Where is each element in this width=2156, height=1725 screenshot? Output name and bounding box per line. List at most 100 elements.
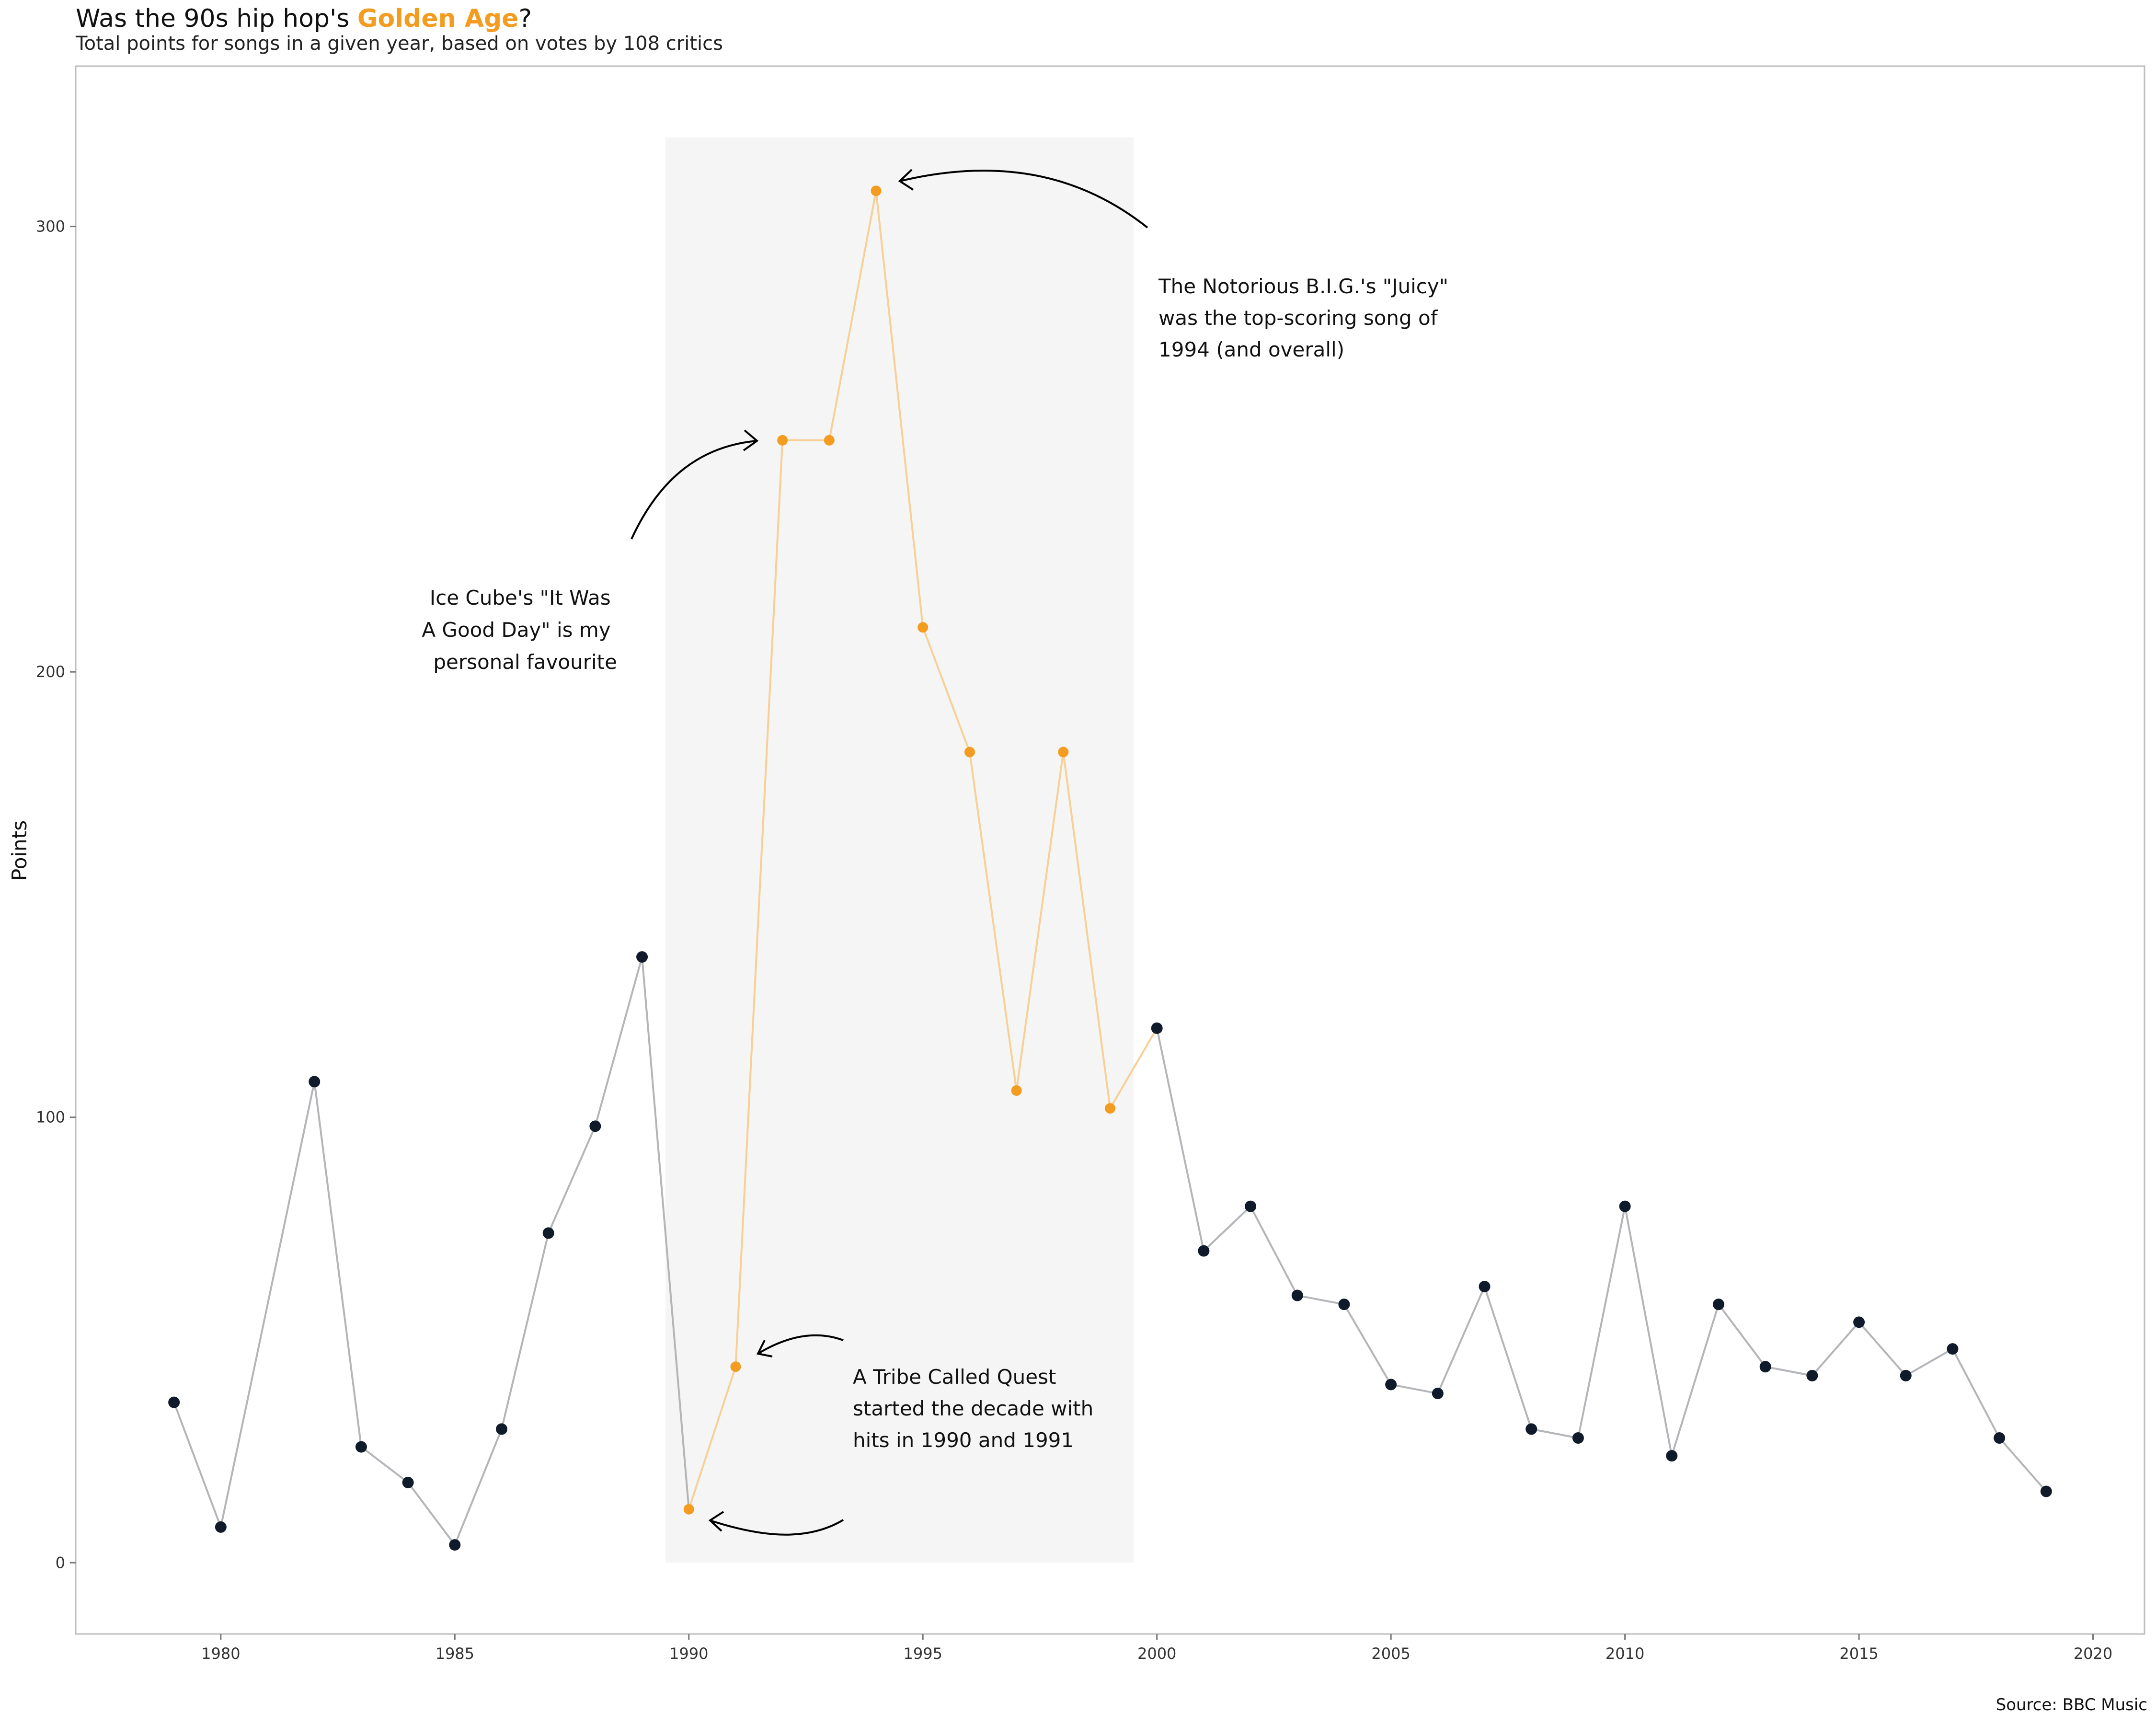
line-segment: [1904, 1348, 1954, 1377]
annotation-juicy-line: The Notorious B.I.G.'s "Juicy": [1158, 275, 1448, 298]
x-tick-label: 1995: [904, 1644, 942, 1663]
arrow-icecube: [631, 440, 757, 540]
x-tick-label: 2010: [1606, 1644, 1644, 1663]
line-segment: [1530, 1428, 1579, 1439]
line-segment: [828, 190, 877, 441]
annotation-tribe-line: A Tribe Called Quest: [853, 1365, 1056, 1389]
line-segment: [875, 190, 924, 629]
golden-age-point: [683, 1504, 694, 1515]
golden-age-point: [871, 185, 882, 196]
panel-border: [75, 65, 2145, 1635]
data-point: [1151, 1022, 1163, 1034]
x-tick-label: 2020: [2074, 1644, 2112, 1663]
x-tick-label: 1985: [436, 1644, 474, 1663]
y-tick-label: 0: [56, 1553, 65, 1572]
title-prefix: Was the 90s hip hop's: [76, 4, 357, 33]
line-segment: [968, 751, 1018, 1092]
line-segment: [594, 956, 643, 1127]
line-segment: [1998, 1437, 2047, 1493]
line-segment: [1624, 1205, 1673, 1457]
annotation-juicy: The Notorious B.I.G.'s "Juicy" was the t…: [1158, 275, 1455, 361]
arrow-juicy: [899, 170, 1148, 229]
golden-age-shade: [665, 137, 1134, 1563]
data-point: [402, 1476, 414, 1488]
chart-subtitle: Total points for songs in a given year, …: [76, 33, 723, 55]
x-tick-label: 2015: [1839, 1644, 1878, 1663]
data-point: [2040, 1485, 2052, 1497]
line-segment: [1951, 1348, 2001, 1439]
annotation-icecube-line: Ice Cube's "It Was: [430, 586, 611, 610]
data-point: [215, 1521, 227, 1533]
series-points: [168, 185, 2052, 1551]
line-segment: [734, 439, 784, 1368]
data-point: [542, 1227, 554, 1239]
series-lines: [173, 190, 2047, 1546]
line-segment: [501, 1232, 550, 1430]
line-segment: [1296, 1294, 1345, 1306]
annotation-tribe-line: hits in 1990 and 1991: [853, 1428, 1074, 1452]
data-point: [1432, 1388, 1444, 1400]
arrow-tribe-1990-head: [708, 1511, 724, 1532]
golden-age-point: [730, 1361, 741, 1372]
line-segment: [1390, 1383, 1439, 1395]
x-tick-label: 2005: [1371, 1644, 1410, 1663]
line-segment: [454, 1428, 503, 1546]
golden-age-point: [917, 622, 929, 633]
data-point: [309, 1076, 321, 1088]
line-segment: [360, 1446, 409, 1484]
data-point: [1572, 1432, 1584, 1444]
x-tick-label: 1990: [669, 1644, 708, 1663]
line-segment: [1483, 1285, 1533, 1430]
data-point: [1666, 1450, 1678, 1462]
golden-age-point: [1058, 747, 1069, 758]
title-highlight: Golden Age: [357, 4, 519, 33]
line-segment: [219, 1081, 316, 1528]
annotation-tribe: A Tribe Called Quest started the decade …: [853, 1365, 1100, 1452]
y-tick-label: 200: [36, 663, 65, 681]
annotation-tribe-line: started the decade with: [853, 1397, 1093, 1420]
data-point: [1245, 1200, 1257, 1212]
arrow-icecube-head: [743, 429, 759, 451]
data-point: [1853, 1316, 1865, 1328]
annotation-icecube-line: personal favourite: [433, 650, 617, 674]
annotation-arrows: [631, 169, 1148, 1536]
line-segment: [1436, 1285, 1486, 1395]
annotation-icecube-line: A Good Day" is my: [422, 618, 610, 642]
golden-age-point: [824, 435, 835, 446]
data-point: [496, 1423, 507, 1435]
line-segment: [1577, 1205, 1626, 1439]
data-point: [1338, 1299, 1350, 1311]
data-point: [355, 1441, 367, 1453]
chart-title: Was the 90s hip hop's Golden Age?: [76, 4, 532, 34]
data-point: [449, 1539, 461, 1551]
line-segment: [1062, 751, 1111, 1110]
arrow-tribe-1991-head: [757, 1340, 773, 1357]
line-segment: [407, 1481, 456, 1546]
line-segment: [641, 956, 690, 1510]
data-point: [636, 951, 648, 963]
data-point: [1479, 1280, 1491, 1292]
line-segment: [1764, 1366, 1813, 1377]
annotation-icecube: Ice Cube's "It Was A Good Day" is my per…: [422, 586, 617, 674]
golden-age-point: [1011, 1085, 1022, 1096]
data-point: [1759, 1361, 1771, 1373]
data-point: [1385, 1379, 1397, 1391]
y-tick-label: 300: [36, 218, 65, 236]
arrow-juicy-head: [898, 169, 914, 191]
data-point: [1947, 1343, 1959, 1355]
line-segment: [1858, 1321, 1907, 1377]
line-segment: [313, 1081, 362, 1448]
data-point: [1525, 1423, 1537, 1435]
data-point: [1994, 1432, 2006, 1444]
golden-age-point: [964, 747, 975, 758]
y-tick-label: 100: [36, 1108, 65, 1127]
x-axis: 1980 1985 1990 1995 2000 2005 2010 2015 2020: [201, 1634, 2112, 1663]
data-point: [168, 1396, 180, 1408]
line-segment: [1156, 1027, 1205, 1252]
line-segment: [1343, 1303, 1392, 1386]
x-tick-label: 1980: [201, 1644, 240, 1663]
line-segment: [922, 626, 971, 753]
arrow-tribe-1990: [710, 1519, 844, 1536]
title-suffix: ?: [518, 4, 532, 33]
